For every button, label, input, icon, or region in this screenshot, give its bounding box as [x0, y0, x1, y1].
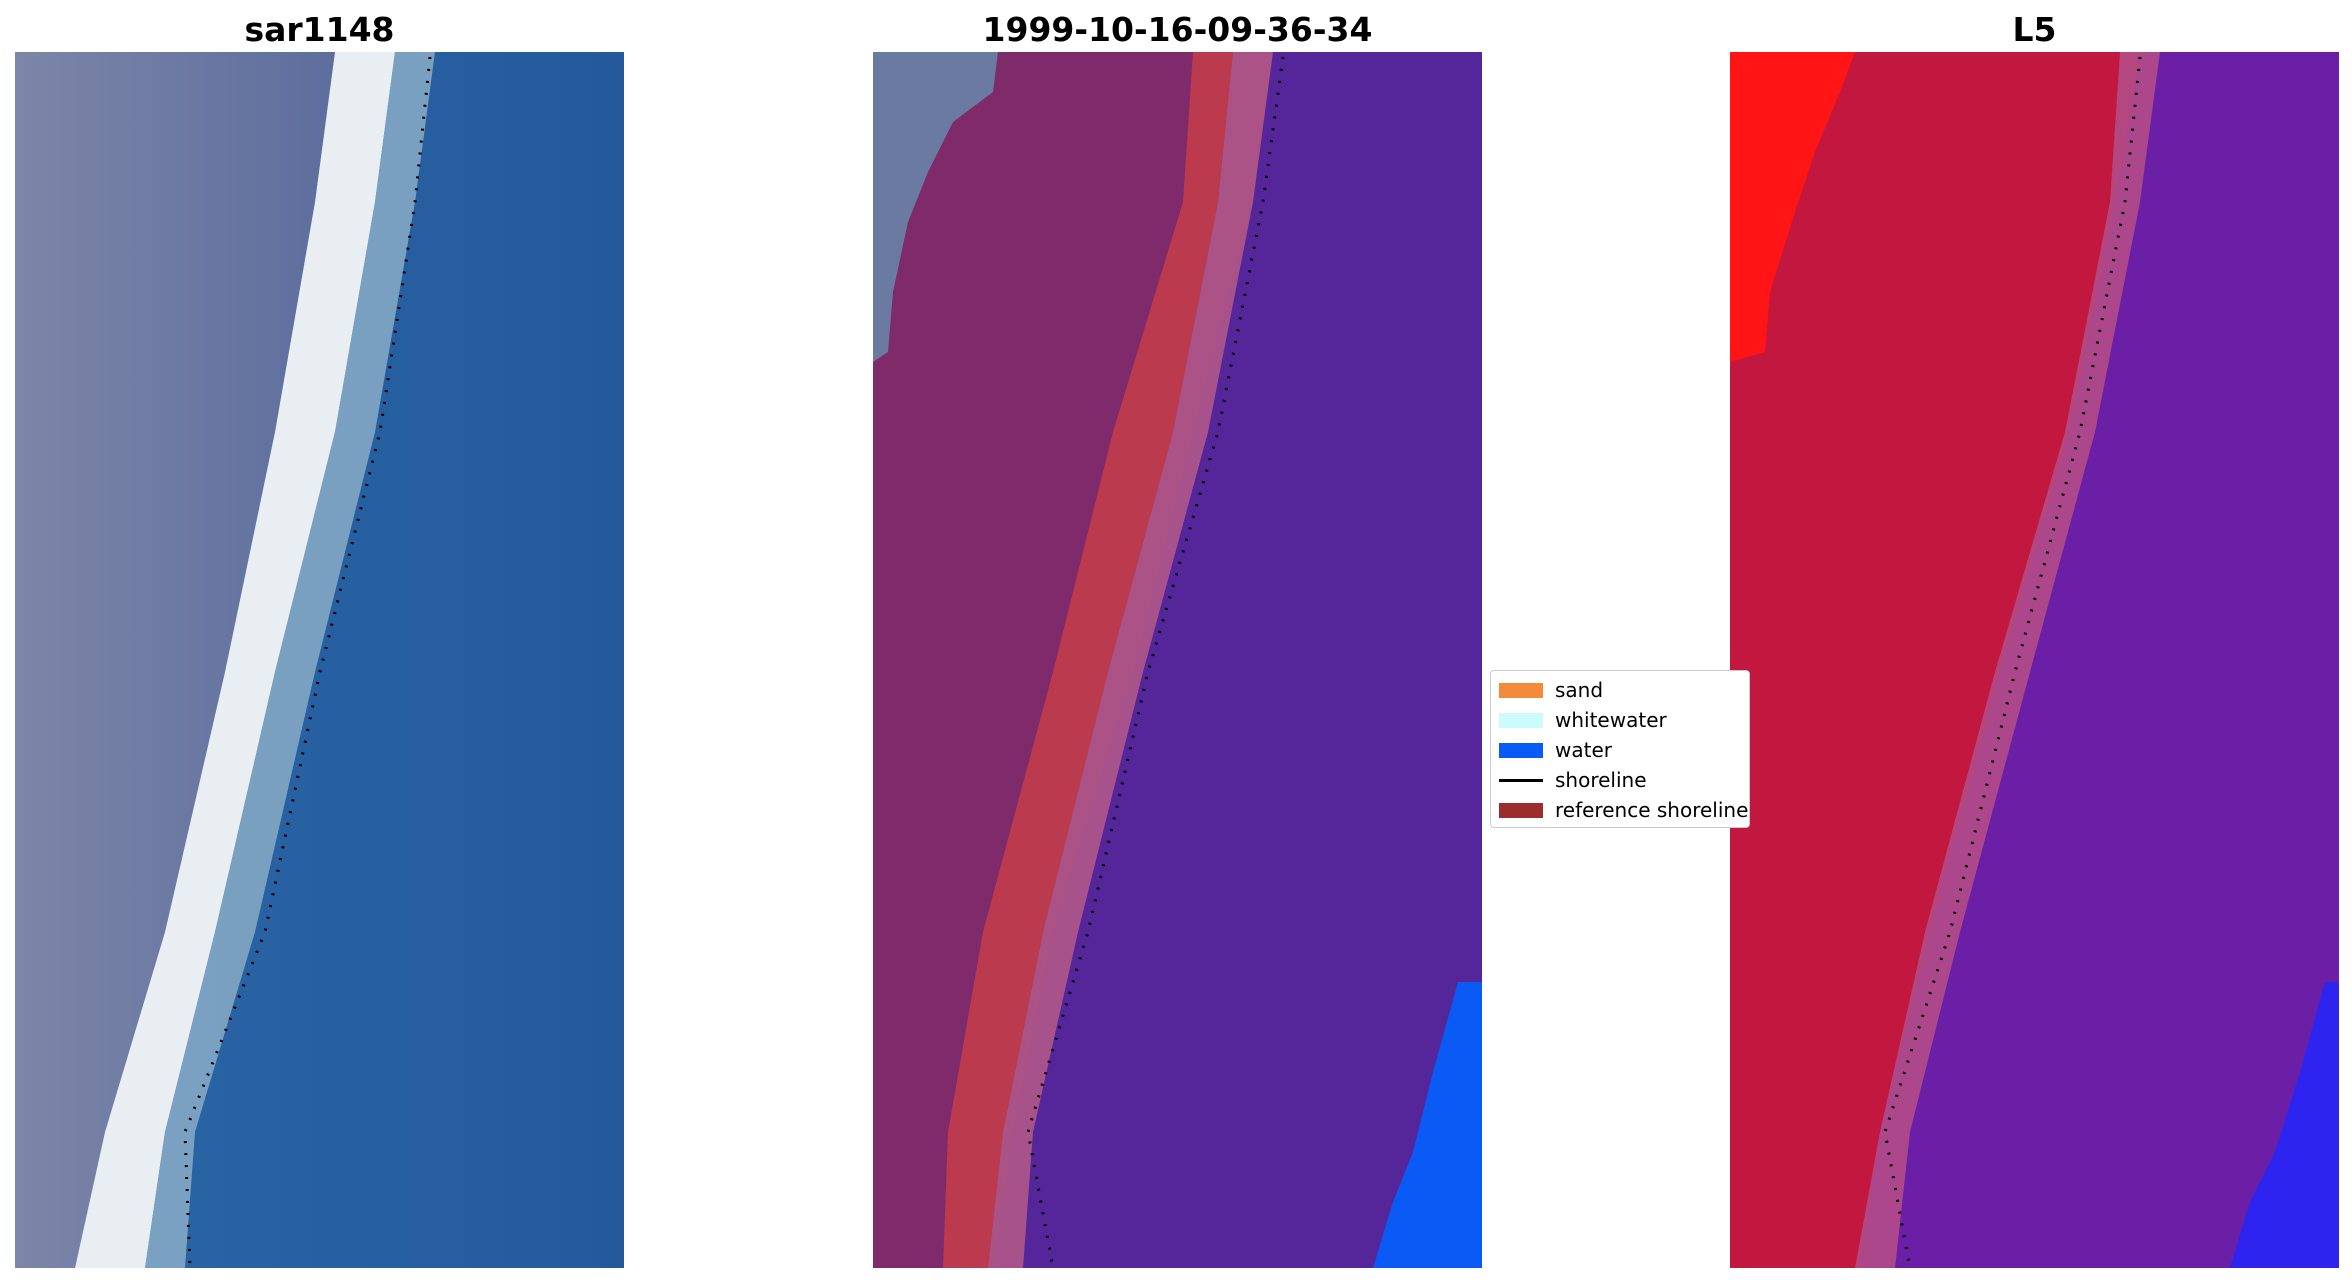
legend-item-reference-shoreline: reference shoreline [1499, 798, 1748, 822]
rgb-image-panel [15, 52, 624, 1268]
legend-label-sand: sand [1555, 678, 1604, 702]
shoreline-line [1883, 56, 2142, 1268]
shoreline-line [183, 56, 432, 1268]
panel-title-l5: L5 [2012, 10, 2057, 49]
legend-item-sand: sand [1499, 678, 1603, 702]
rgb-image [15, 52, 624, 1268]
panel-title-date: 1999-10-16-09-36-34 [982, 10, 1373, 49]
whitewater-swatch [1499, 712, 1543, 728]
legend: sand whitewater water shoreline referenc… [1490, 670, 1750, 828]
legend-label-shoreline: shoreline [1555, 768, 1647, 792]
legend-label-water: water [1555, 738, 1612, 762]
reference-shoreline-swatch [1499, 802, 1543, 818]
legend-item-shoreline: shoreline [1499, 768, 1647, 792]
legend-item-water: water [1499, 738, 1612, 762]
water-swatch [1499, 742, 1543, 758]
l5-image-panel [1730, 52, 2339, 1268]
legend-item-whitewater: whitewater [1499, 708, 1667, 732]
legend-label-whitewater: whitewater [1555, 708, 1667, 732]
panel-title-sar: sar1148 [244, 10, 395, 49]
sand-swatch [1499, 682, 1543, 698]
classified-image [873, 52, 1482, 1268]
l5-image [1730, 52, 2339, 1268]
legend-label-reference-shoreline: reference shoreline [1555, 798, 1749, 822]
shoreline-line-swatch [1499, 778, 1543, 782]
classified-image-panel [873, 52, 1482, 1268]
